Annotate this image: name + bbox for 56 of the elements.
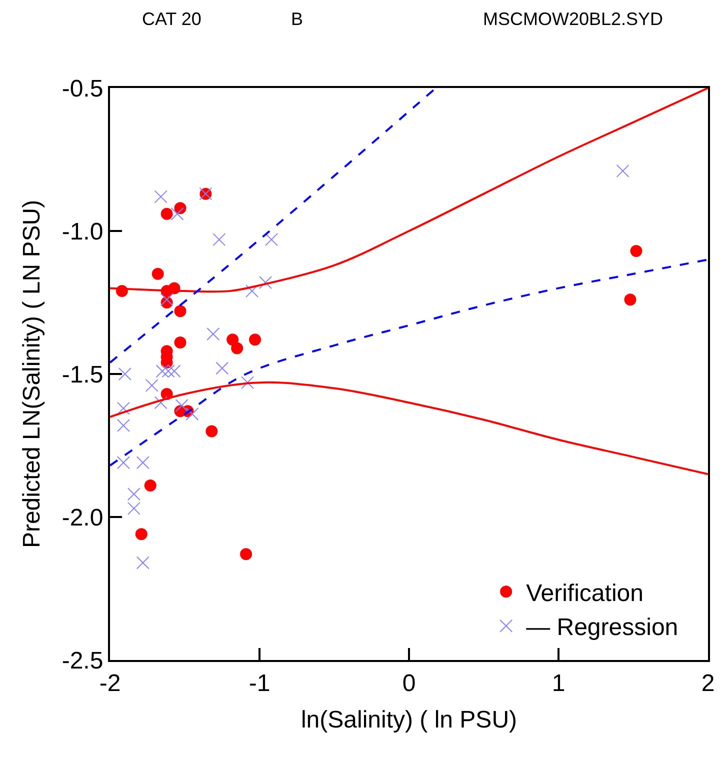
point — [145, 378, 158, 392]
point — [246, 284, 259, 298]
text: B — [291, 9, 304, 29]
point — [258, 276, 272, 289]
text: MSCMOW20BL2.SYD — [483, 9, 664, 29]
point — [212, 233, 226, 246]
point — [154, 396, 168, 410]
point — [216, 362, 229, 375]
point — [240, 548, 252, 560]
point — [186, 408, 199, 421]
y-axis-title: Predicted LN(Salinity) ( LN PSU) — [18, 200, 46, 548]
y-tick-label: -1.0 — [62, 218, 104, 246]
line-series — [110, 381, 708, 476]
legend-label: Verification — [526, 580, 644, 608]
point — [136, 556, 150, 570]
point — [264, 233, 278, 246]
point — [154, 190, 168, 204]
point — [630, 245, 642, 258]
point — [160, 208, 173, 220]
x-tick-label: -1 — [248, 670, 270, 697]
point — [162, 364, 175, 378]
x-tick-label: 1 — [552, 670, 566, 697]
y-tick-label: -2.0 — [62, 504, 104, 532]
point — [135, 528, 148, 540]
point — [174, 305, 186, 318]
line-series — [110, 88, 708, 293]
point — [175, 398, 188, 412]
point — [174, 202, 186, 214]
point — [206, 425, 218, 438]
point — [241, 376, 254, 390]
y-tick-label: -0.5 — [62, 75, 104, 102]
point — [170, 207, 184, 220]
point — [116, 418, 130, 432]
point — [174, 336, 186, 349]
point — [624, 294, 636, 306]
point — [231, 342, 244, 354]
point — [118, 368, 132, 380]
x-tick-label: 0 — [402, 670, 416, 697]
point — [116, 402, 130, 415]
point — [160, 293, 174, 306]
point — [152, 268, 164, 280]
point — [616, 164, 630, 178]
point — [206, 327, 220, 340]
line-series — [110, 258, 708, 467]
point — [144, 480, 156, 492]
point — [116, 456, 130, 470]
point — [136, 456, 150, 470]
x-axis-title: ln(Salinity) ( ln PSU) — [300, 706, 518, 734]
legend-label: — Regression — [526, 614, 678, 642]
point — [127, 502, 140, 515]
text: CAT 20 — [142, 9, 202, 29]
point — [249, 334, 262, 346]
point — [127, 488, 140, 501]
x-tick-label: 2 — [701, 670, 715, 697]
y-tick-label: -1.5 — [62, 361, 104, 388]
point — [226, 334, 239, 346]
